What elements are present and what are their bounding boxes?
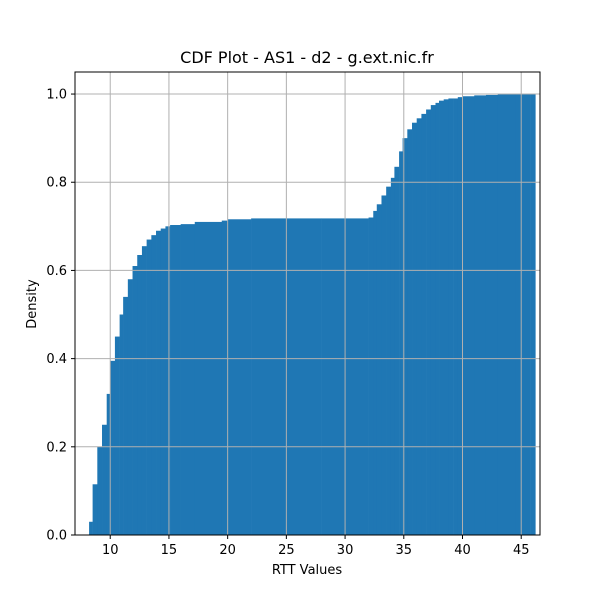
x-tick-label: 10	[102, 543, 119, 558]
cdf-bar	[114, 336, 120, 535]
cdf-bar	[227, 219, 252, 535]
cdf-bar	[373, 210, 378, 535]
cdf-bar	[123, 296, 129, 535]
cdf-bar	[515, 94, 531, 536]
chart-title: CDF Plot - AS1 - d2 - g.ext.nic.fr	[180, 48, 434, 67]
cdf-bar	[286, 218, 322, 535]
cdf-bar	[368, 217, 374, 535]
y-tick-label: 0.8	[46, 176, 67, 191]
cdf-bar	[106, 393, 111, 535]
cdf-bar	[221, 220, 228, 535]
cdf-bar	[421, 113, 427, 535]
y-axis-label: Density	[25, 279, 40, 329]
y-tick-label: 0.2	[46, 440, 67, 455]
cdf-bar	[439, 100, 445, 535]
x-tick-label: 25	[278, 543, 295, 558]
cdf-bar	[160, 228, 166, 536]
x-axis-label: RTT Values	[272, 563, 343, 578]
cdf-bar	[474, 95, 487, 536]
cdf-bar	[141, 246, 147, 535]
cdf-bar	[462, 96, 475, 535]
cdf-bar	[402, 138, 408, 535]
cdf-bar	[165, 226, 171, 535]
y-tick-label: 0.4	[46, 352, 67, 367]
cdf-bar	[399, 151, 403, 535]
cdf-bar	[497, 94, 516, 536]
x-tick-label: 40	[454, 543, 471, 558]
cdf-bar	[430, 105, 436, 535]
cdf-bar	[151, 235, 157, 535]
cdf-bar	[146, 239, 152, 535]
x-tick-label: 15	[161, 543, 178, 558]
cdf-bar	[92, 484, 98, 535]
cdf-bar	[448, 98, 454, 536]
cdf-bar	[137, 255, 143, 535]
cdf-bar	[251, 218, 287, 535]
cdf-bar	[97, 446, 103, 535]
cdf-bar	[407, 129, 413, 535]
cdf-bar	[180, 224, 196, 535]
cdf-bar	[132, 266, 138, 535]
cdf-bar	[390, 177, 395, 535]
y-tick-label: 0.0	[46, 529, 67, 544]
y-tick-label: 0.6	[46, 264, 67, 279]
cdf-bar	[119, 314, 124, 535]
cdf-bar	[102, 424, 108, 535]
x-tick-label: 20	[219, 543, 236, 558]
cdf-bar	[412, 122, 418, 536]
cdf-bar	[156, 230, 162, 536]
cdf-bar	[386, 186, 392, 535]
x-tick-label: 35	[396, 543, 413, 558]
cdf-bar	[381, 195, 387, 535]
plot-frame	[74, 71, 541, 536]
cdf-bar	[485, 94, 499, 536]
cdf-bar	[530, 94, 536, 536]
cdf-bar	[426, 109, 432, 535]
cdf-bar	[416, 118, 422, 536]
cdf-bar	[194, 221, 223, 536]
cdf-bar	[443, 99, 449, 535]
x-tick-label: 45	[513, 543, 530, 558]
cdf-bar	[376, 204, 382, 536]
cdf-bars	[89, 94, 536, 536]
y-tick-label: 1.0	[46, 88, 67, 103]
cdf-bar	[127, 279, 133, 535]
cdf-bar	[110, 360, 116, 535]
cdf-bar	[435, 102, 440, 536]
cdf-bar	[394, 166, 400, 536]
cdf-bar	[457, 97, 463, 535]
cdf-bar	[89, 521, 93, 535]
cdf-bar	[453, 98, 459, 536]
cdf-bar	[170, 225, 181, 535]
x-tick-label: 30	[337, 543, 354, 558]
axis-ticks: 10 15 20 25 30 35 40 45 0.0 0.2 0.4 0.6 0.8 1.0	[46, 88, 529, 558]
